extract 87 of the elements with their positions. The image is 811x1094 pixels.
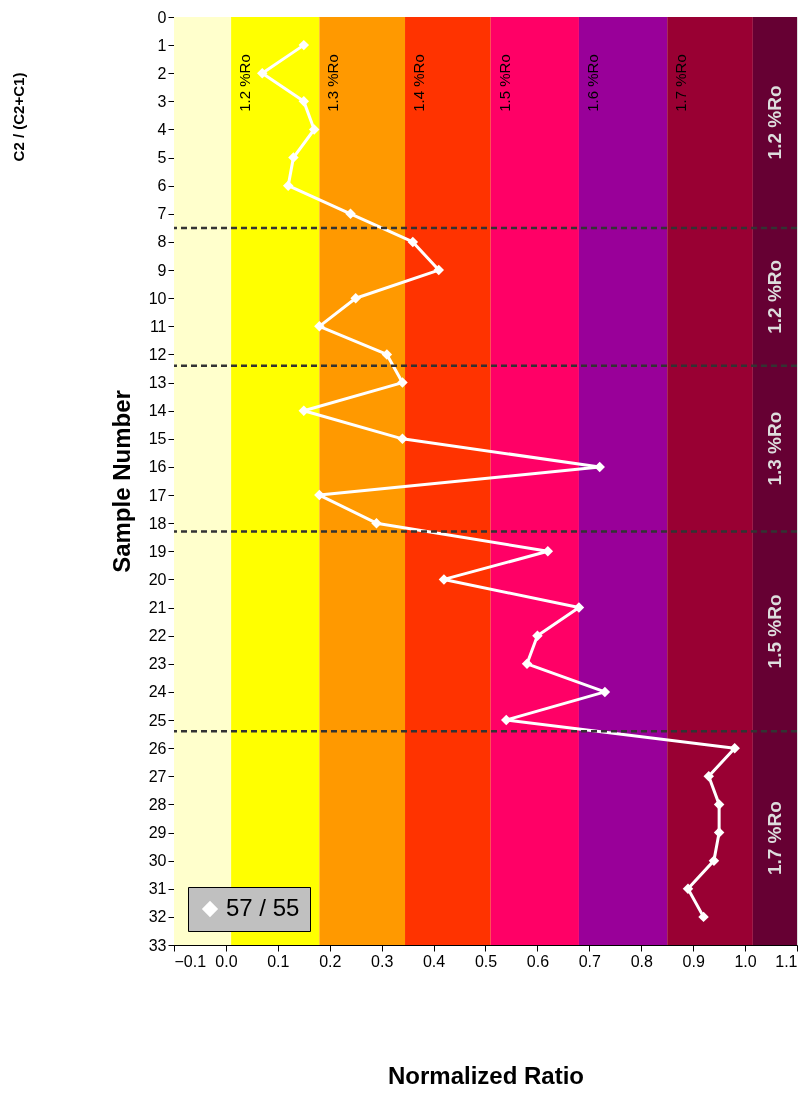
annotation: 1.4 %Ro xyxy=(410,54,428,112)
y-tick-label: 0 xyxy=(157,8,167,26)
y-tick-label: 28 xyxy=(148,795,167,813)
point xyxy=(397,377,408,388)
y-tick-label: 32 xyxy=(148,908,167,926)
y-tick-label: 5 xyxy=(157,149,167,167)
legend-label: 57 / 55 xyxy=(226,894,300,921)
annotation: 1.2 %Ro xyxy=(236,54,254,112)
y-tick-label: 25 xyxy=(148,711,167,729)
y-tick-label: 10 xyxy=(148,289,167,307)
x-tick-label: 0.2 xyxy=(319,952,342,970)
point xyxy=(573,602,585,613)
point xyxy=(698,911,709,923)
x-tick-label: 0.3 xyxy=(371,952,394,970)
x-tick-label: 0.1 xyxy=(267,952,290,970)
x-tick-label: 0.4 xyxy=(422,952,446,970)
annotation: 1.2 %Ro xyxy=(763,85,785,160)
y-tick-label: 7 xyxy=(157,205,167,223)
y-tick-label: 6 xyxy=(157,177,167,195)
x-tick-label: 0.0 xyxy=(215,952,238,970)
y-tick-label: 13 xyxy=(148,374,167,392)
point xyxy=(713,799,725,810)
y-tick-label: 24 xyxy=(148,683,167,701)
point xyxy=(708,855,720,866)
y-tick-label: 4 xyxy=(157,120,167,138)
y-tick-label: 15 xyxy=(148,430,167,448)
x-tick-label: 0.9 xyxy=(682,952,705,970)
point xyxy=(682,883,694,894)
point xyxy=(703,771,714,782)
point xyxy=(397,433,408,445)
x-tick-label: 0.5 xyxy=(474,952,498,970)
y-tick-label: 31 xyxy=(148,880,167,898)
x-tick-label: 0.8 xyxy=(630,952,653,970)
y-tick-label: 21 xyxy=(148,599,167,617)
point xyxy=(308,124,320,135)
y-tick-label: 23 xyxy=(148,655,167,673)
annotation: 1.3 %Ro xyxy=(763,411,785,486)
annotation: 1.2 %Ro xyxy=(763,259,785,334)
annotation: 1.5 %Ro xyxy=(495,54,513,112)
y-tick-label: 33 xyxy=(148,936,167,954)
point xyxy=(282,180,294,191)
x-tick-label: 1.0 xyxy=(734,952,757,970)
y-tick-label: 30 xyxy=(148,852,167,870)
point xyxy=(257,68,268,79)
annotation: 1.7 %Ro xyxy=(672,54,690,112)
y-tick-label: 18 xyxy=(148,514,167,532)
point xyxy=(381,349,393,360)
y-tick-label: 2 xyxy=(157,64,167,82)
point xyxy=(288,152,299,163)
annotation: 1.7 %Ro xyxy=(763,801,785,876)
point xyxy=(298,39,310,51)
point xyxy=(521,658,533,670)
annotation: 1.3 %Ro xyxy=(324,54,342,112)
point xyxy=(314,321,325,332)
y-tick-label: 9 xyxy=(157,261,167,279)
y-tick-label: 19 xyxy=(148,542,167,560)
x-tick-label: 0.7 xyxy=(578,952,602,970)
point xyxy=(433,264,445,276)
point xyxy=(713,827,725,838)
y-tick-label: 3 xyxy=(157,92,167,110)
y-tick-label: 17 xyxy=(148,486,167,504)
y-axis-title: Sample Number xyxy=(107,390,135,573)
point xyxy=(532,630,543,641)
annotation: 1.5 %Ro xyxy=(763,594,785,669)
y-tick-label: 16 xyxy=(148,458,167,476)
y-tick-label: 11 xyxy=(149,317,167,335)
text: C2 / (C2+C1) xyxy=(10,72,27,162)
annotation: 1.6 %Ro xyxy=(583,54,601,112)
y-tick-label: 20 xyxy=(148,570,167,588)
x-axis-title: Normalized Ratio xyxy=(387,1061,585,1089)
point xyxy=(345,208,356,220)
x-tick-label: −0.1 xyxy=(174,952,207,970)
y-tick-label: 14 xyxy=(148,402,167,420)
point xyxy=(407,236,419,248)
x-tick-label: 0.6 xyxy=(526,952,550,970)
y-tick-label: 26 xyxy=(148,739,167,757)
y-tick-label: 22 xyxy=(148,627,167,645)
point xyxy=(350,292,361,304)
point xyxy=(298,96,310,107)
y-tick-label: 8 xyxy=(157,233,167,251)
y-tick-label: 27 xyxy=(148,767,167,785)
point xyxy=(371,517,382,529)
x-tick-label: 1.1 xyxy=(775,952,798,970)
y-tick-label: 1 xyxy=(157,36,167,54)
point xyxy=(729,742,740,754)
y-tick-label: 12 xyxy=(148,345,167,363)
y-tick-label: 29 xyxy=(148,824,167,842)
